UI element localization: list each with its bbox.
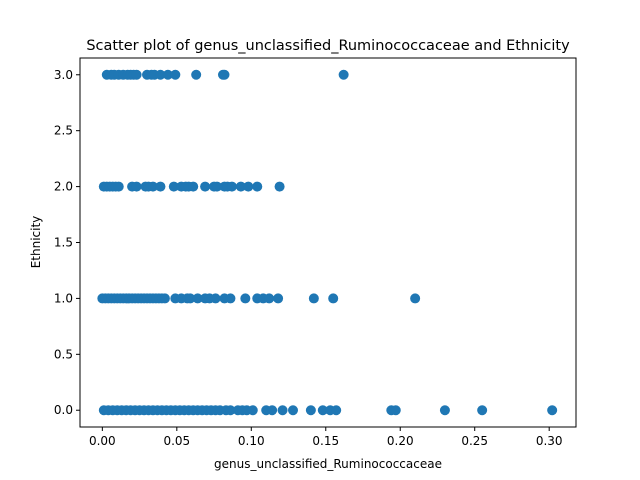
scatter-point bbox=[240, 293, 251, 304]
scatter-point bbox=[191, 69, 202, 80]
scatter-point bbox=[338, 69, 349, 80]
scatter-point bbox=[212, 181, 223, 192]
scatter-point bbox=[273, 293, 284, 304]
scatter-point bbox=[168, 181, 179, 192]
scatter-point bbox=[328, 293, 339, 304]
scatter-point bbox=[308, 293, 319, 304]
y-tick-label: 1.5 bbox=[54, 236, 73, 250]
chart-title: Scatter plot of genus_unclassified_Rumin… bbox=[86, 38, 570, 54]
scatter-point bbox=[390, 405, 401, 416]
scatter-point bbox=[235, 181, 246, 192]
plot-area bbox=[97, 69, 558, 416]
x-tick-label: 0.30 bbox=[536, 434, 563, 448]
scatter-point bbox=[477, 405, 488, 416]
scatter-point bbox=[277, 405, 288, 416]
scatter-point bbox=[185, 293, 196, 304]
scatter-point bbox=[219, 69, 230, 80]
scatter-point bbox=[210, 293, 221, 304]
scatter-point bbox=[317, 405, 328, 416]
y-axis: 0.0 0.5 1.0 1.5 2.0 2.5 3.0 bbox=[54, 68, 80, 417]
x-tick-label: 0.15 bbox=[312, 434, 339, 448]
x-tick-label: 0.20 bbox=[387, 434, 414, 448]
y-tick-label: 0.0 bbox=[54, 403, 73, 417]
x-tick-label: 0.05 bbox=[163, 434, 190, 448]
x-axis-label: genus_unclassified_Ruminococcaceae bbox=[214, 457, 442, 471]
y-tick-label: 0.5 bbox=[54, 347, 73, 361]
y-tick-label: 2.0 bbox=[54, 180, 73, 194]
scatter-point bbox=[131, 181, 142, 192]
scatter-point bbox=[243, 181, 254, 192]
scatter-point bbox=[267, 405, 278, 416]
scatter-point bbox=[155, 181, 166, 192]
y-tick-label: 2.5 bbox=[54, 124, 73, 138]
scatter-point bbox=[288, 405, 298, 416]
y-tick-label: 1.0 bbox=[54, 291, 73, 305]
scatter-point bbox=[252, 181, 263, 192]
scatter-point bbox=[170, 69, 181, 80]
scatter-point bbox=[192, 293, 203, 304]
scatter-point bbox=[305, 405, 316, 416]
scatter-point bbox=[147, 181, 158, 192]
y-tick-label: 3.0 bbox=[54, 68, 73, 82]
scatter-point bbox=[131, 69, 142, 80]
scatter-point bbox=[247, 405, 258, 416]
scatter-point bbox=[547, 405, 558, 416]
x-tick-label: 0.25 bbox=[461, 434, 488, 448]
scatter-point bbox=[225, 293, 236, 304]
x-tick-label: 0.00 bbox=[89, 434, 116, 448]
x-tick-label: 0.10 bbox=[238, 434, 265, 448]
scatter-point bbox=[331, 405, 342, 416]
y-axis-label: Ethnicity bbox=[29, 216, 43, 269]
scatter-point bbox=[226, 181, 237, 192]
x-axis: 0.00 0.05 0.10 0.15 0.20 0.25 0.30 bbox=[89, 427, 563, 448]
scatter-point bbox=[155, 69, 166, 80]
scatter-point bbox=[274, 181, 285, 192]
scatter-point bbox=[188, 181, 199, 192]
scatter-point bbox=[113, 181, 124, 192]
scatter-point bbox=[225, 405, 236, 416]
scatter-point bbox=[410, 293, 421, 304]
scatter-point bbox=[439, 405, 450, 416]
scatter-point bbox=[162, 69, 173, 80]
scatter-point bbox=[159, 293, 170, 304]
scatter-point bbox=[264, 293, 275, 304]
scatter-point bbox=[200, 181, 211, 192]
